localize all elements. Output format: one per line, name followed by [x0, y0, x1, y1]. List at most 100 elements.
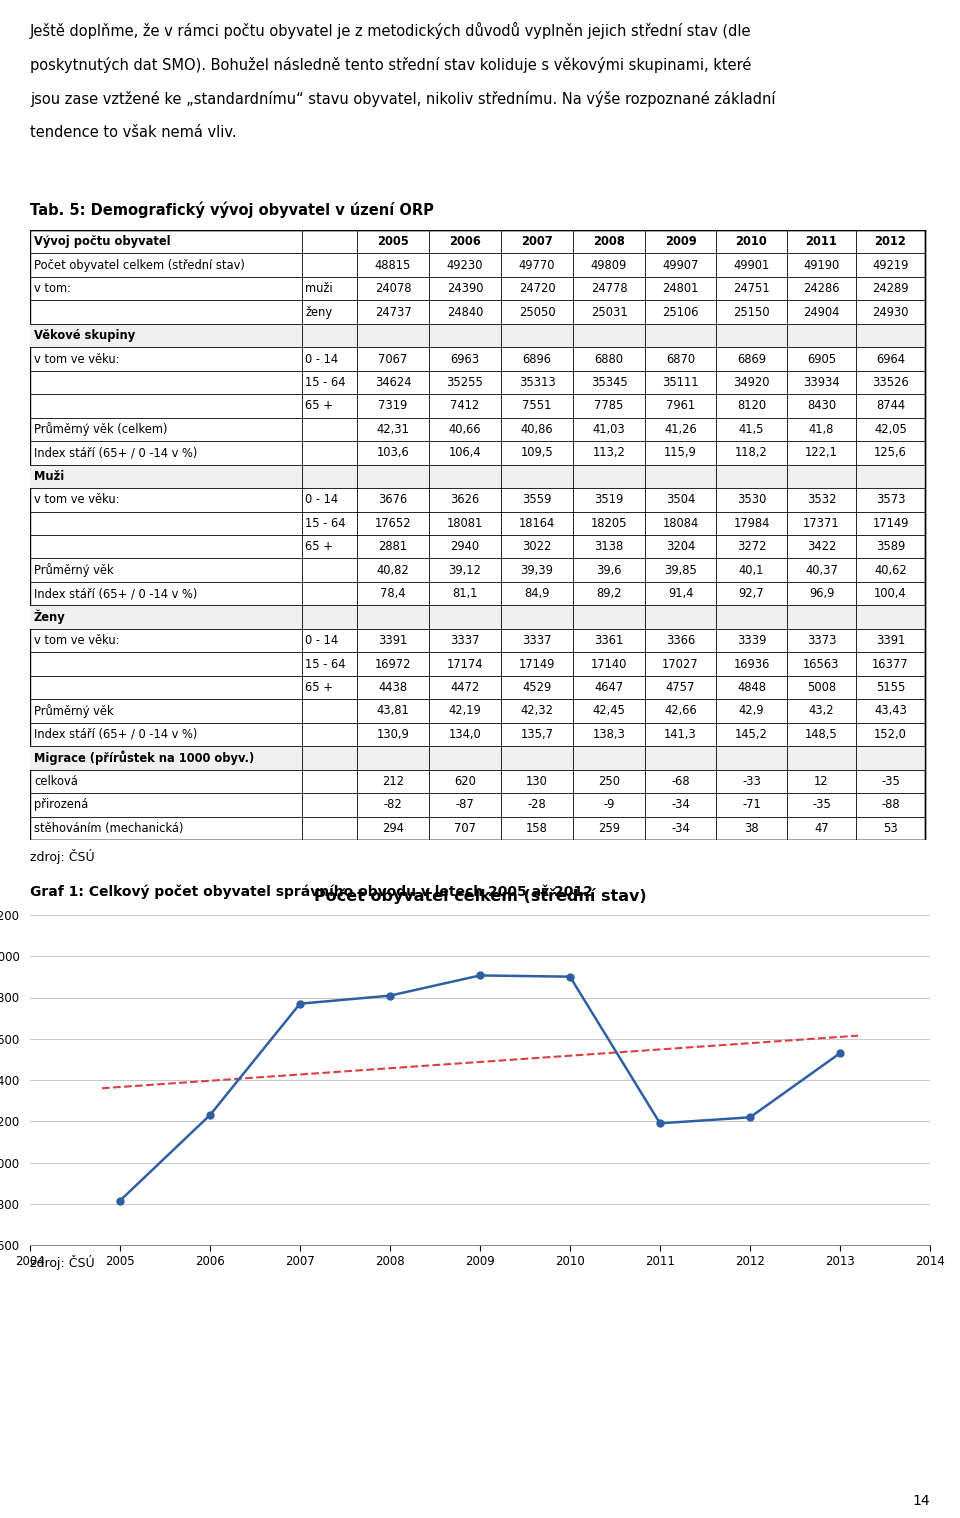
Text: 39,39: 39,39: [520, 563, 553, 577]
Text: 24720: 24720: [518, 282, 555, 294]
Text: 49809: 49809: [590, 258, 627, 272]
Text: 3337: 3337: [450, 635, 480, 647]
Text: 141,3: 141,3: [664, 729, 697, 741]
Text: 40,1: 40,1: [739, 563, 764, 577]
Text: 35255: 35255: [446, 376, 484, 389]
Text: 34920: 34920: [733, 376, 770, 389]
Text: -35: -35: [812, 798, 831, 811]
Text: 18205: 18205: [590, 516, 627, 530]
Text: 15 - 64: 15 - 64: [305, 657, 346, 671]
Text: 24930: 24930: [873, 305, 909, 319]
Text: tendence to však nemá vliv.: tendence to však nemá vliv.: [30, 124, 236, 140]
Text: 81,1: 81,1: [452, 587, 478, 600]
Text: 8120: 8120: [737, 399, 766, 413]
Text: 42,66: 42,66: [664, 704, 697, 718]
Text: 6869: 6869: [737, 352, 766, 366]
Text: 24078: 24078: [374, 282, 411, 294]
Text: 33934: 33934: [804, 376, 840, 389]
Text: 7551: 7551: [522, 399, 552, 413]
Text: 148,5: 148,5: [805, 729, 838, 741]
Text: 4757: 4757: [666, 682, 695, 694]
Text: 122,1: 122,1: [805, 446, 838, 460]
Text: Průměrný věk: Průměrný věk: [34, 704, 113, 718]
Text: 3391: 3391: [876, 635, 905, 647]
Text: 49901: 49901: [733, 258, 770, 272]
Text: -9: -9: [603, 798, 614, 811]
Text: 0 - 14: 0 - 14: [305, 635, 338, 647]
Text: 118,2: 118,2: [735, 446, 768, 460]
Text: 3519: 3519: [594, 493, 624, 507]
Text: 3337: 3337: [522, 635, 552, 647]
Text: 0 - 14: 0 - 14: [305, 493, 338, 507]
Text: 125,6: 125,6: [874, 446, 907, 460]
Text: 41,5: 41,5: [739, 424, 764, 436]
Text: 91,4: 91,4: [668, 587, 693, 600]
Text: -33: -33: [742, 774, 761, 788]
Text: 41,26: 41,26: [664, 424, 697, 436]
Text: 25031: 25031: [590, 305, 627, 319]
Text: Věkové skupiny: Věkové skupiny: [34, 329, 135, 342]
Text: 4647: 4647: [594, 682, 624, 694]
Title: Počet obyvatel celkem (střední stav): Počet obyvatel celkem (střední stav): [314, 888, 646, 905]
Text: 3676: 3676: [378, 493, 408, 507]
Text: 100,4: 100,4: [875, 587, 907, 600]
Text: 49770: 49770: [518, 258, 555, 272]
Text: 0 - 14: 0 - 14: [305, 352, 338, 366]
Text: -68: -68: [671, 774, 690, 788]
Text: zdroj: ČSÚ: zdroj: ČSÚ: [30, 1255, 95, 1271]
Text: 12: 12: [814, 774, 828, 788]
Text: 49190: 49190: [804, 258, 840, 272]
Text: 3373: 3373: [806, 635, 836, 647]
Text: 53: 53: [883, 821, 898, 835]
Text: 152,0: 152,0: [874, 729, 907, 741]
Text: 17174: 17174: [446, 657, 483, 671]
Text: 3361: 3361: [594, 635, 624, 647]
Text: Muži: Muži: [34, 471, 64, 483]
Text: 113,2: 113,2: [592, 446, 625, 460]
Text: 96,9: 96,9: [809, 587, 834, 600]
Text: 17984: 17984: [733, 516, 770, 530]
Text: muži: muži: [305, 282, 332, 294]
Text: 3573: 3573: [876, 493, 905, 507]
Text: 17140: 17140: [590, 657, 627, 671]
Text: 17149: 17149: [873, 516, 909, 530]
Text: 2008: 2008: [593, 235, 625, 249]
Text: 43,43: 43,43: [874, 704, 907, 718]
Text: 4848: 4848: [737, 682, 766, 694]
Text: 135,7: 135,7: [520, 729, 554, 741]
Text: 8430: 8430: [807, 399, 836, 413]
Text: v tom:: v tom:: [34, 282, 71, 294]
Text: 42,45: 42,45: [592, 704, 625, 718]
Text: Vývoj počtu obyvatel: Vývoj počtu obyvatel: [34, 235, 171, 249]
Text: 18081: 18081: [446, 516, 483, 530]
Text: 35313: 35313: [518, 376, 556, 389]
Text: 49219: 49219: [873, 258, 909, 272]
Text: 130,9: 130,9: [376, 729, 409, 741]
Text: 34624: 34624: [374, 376, 411, 389]
Text: 24801: 24801: [662, 282, 699, 294]
Text: 3532: 3532: [806, 493, 836, 507]
Text: 2011: 2011: [805, 235, 837, 249]
Text: poskytnutých dat SMO). Bohužel následně tento střední stav koliduje s věkovými s: poskytnutých dat SMO). Bohužel následně …: [30, 56, 752, 73]
Text: ženy: ženy: [305, 305, 332, 319]
Text: 41,03: 41,03: [592, 424, 625, 436]
Text: 39,12: 39,12: [448, 563, 481, 577]
Text: 40,82: 40,82: [376, 563, 409, 577]
Text: Počet obyvatel celkem (střední stav): Počet obyvatel celkem (střední stav): [34, 258, 245, 272]
Text: 40,62: 40,62: [875, 563, 907, 577]
Text: v tom ve věku:: v tom ve věku:: [34, 352, 119, 366]
Text: 17027: 17027: [662, 657, 699, 671]
Text: jsou zase vztžené ke „standardnímu“ stavu obyvatel, nikoliv střednímu. Na výše r: jsou zase vztžené ke „standardnímu“ stav…: [30, 91, 776, 106]
Text: 3272: 3272: [736, 540, 766, 553]
Text: 3530: 3530: [737, 493, 766, 507]
Text: 15 - 64: 15 - 64: [305, 516, 346, 530]
Text: 2005: 2005: [377, 235, 409, 249]
Text: 5155: 5155: [876, 682, 905, 694]
Text: Index stáří (65+ / 0 -14 v %): Index stáří (65+ / 0 -14 v %): [34, 446, 198, 460]
Text: 3391: 3391: [378, 635, 408, 647]
Text: -71: -71: [742, 798, 761, 811]
Text: 6880: 6880: [594, 352, 623, 366]
Bar: [30, 747, 925, 770]
Text: 212: 212: [382, 774, 404, 788]
Text: 39,6: 39,6: [596, 563, 622, 577]
